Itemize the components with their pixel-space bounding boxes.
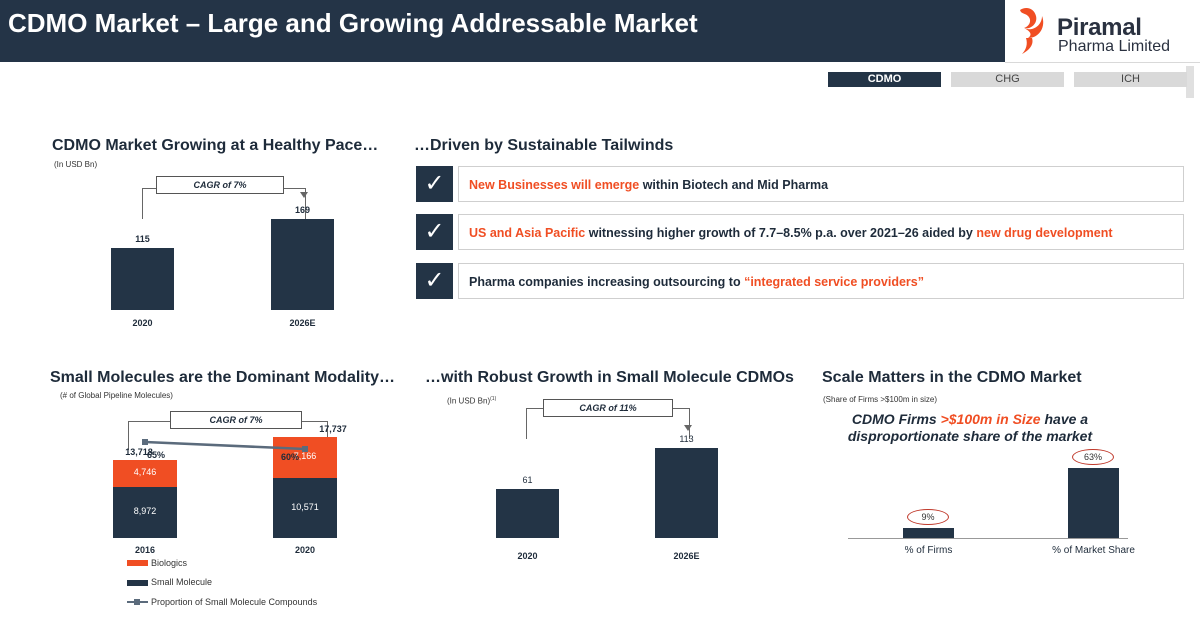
market-category-label: 2026E — [289, 318, 316, 328]
scale-headline-2: disproportionate share of the market — [847, 428, 1093, 444]
modality-total-label: 17,737 — [319, 424, 347, 434]
small-cdmo-value-label: 61 — [522, 475, 533, 486]
check-icon: ✓ — [416, 214, 453, 250]
scale-headline-1: CDMO Firms >$100m in Size have a — [830, 411, 1110, 427]
modality-proportion-label: 60% — [280, 452, 299, 462]
modality-segment-label: 8,972 — [133, 506, 157, 517]
small-cdmo-unit-sup: (1) — [490, 396, 497, 402]
modality-segment-label: 7,166 — [293, 451, 317, 462]
market-bar-2020 — [111, 248, 174, 310]
scale-value-ellipse: 9% — [907, 509, 949, 525]
small-cdmo-unit: (In USD Bn)(1) — [447, 396, 496, 406]
tailwind-row-3-highlight: “integrated service providers” — [744, 275, 924, 289]
scale-category-label: % of Market Share — [1052, 545, 1135, 556]
scale-head-highlight: >$100m in Size — [940, 411, 1041, 427]
logo-subtitle: Pharma Limited — [1058, 38, 1171, 55]
tailwind-row-2-text: witnessing higher growth of 7.7–8.5% p.a… — [585, 226, 977, 240]
tailwinds-title: …Driven by Sustainable Tailwinds — [414, 137, 674, 154]
legend-proportion-marker-icon — [134, 599, 140, 605]
market-value-label: 115 — [135, 234, 150, 245]
scale-category-label: % of Firms — [904, 545, 953, 556]
tailwind-row-1-text: within Biotech and Mid Pharma — [639, 178, 829, 192]
small-cdmo-bar-2020 — [496, 489, 559, 538]
small-cdmo-cagr-arrow-icon — [684, 425, 692, 431]
market-cagr-arrow-icon — [300, 192, 308, 198]
legend-small-molecule-swatch — [127, 580, 148, 586]
modality-bar-biologics-2016 — [113, 459, 177, 487]
modality-unit: (# of Global Pipeline Molecules) — [60, 391, 173, 400]
modality-segment-label: 10,571 — [291, 501, 319, 512]
tailwind-row-3-text: Pharma companies increasing outsourcing … — [469, 275, 745, 289]
modality-category-label: 2020 — [294, 545, 316, 555]
tailwind-row-2: US and Asia Pacific witnessing higher gr… — [458, 214, 1184, 250]
market-cagr-label: CAGR of 7% — [156, 176, 284, 194]
small-cdmo-unit-text: (In USD Bn) — [447, 396, 491, 406]
scale-axis-line — [848, 538, 1128, 539]
scale-bar-0 — [903, 528, 954, 538]
page-title: CDMO Market – Large and Growing Addressa… — [8, 8, 698, 38]
piramal-logo-icon — [1020, 8, 1044, 54]
tab-cdmo[interactable]: CDMO — [828, 72, 941, 87]
tailwind-row-3: Pharma companies increasing outsourcing … — [458, 263, 1184, 299]
small-cdmo-bar-2026e — [655, 448, 718, 538]
small-cdmo-category-label: 2020 — [517, 551, 538, 561]
tab-ich[interactable]: ICH — [1074, 72, 1187, 87]
check-icon: ✓ — [416, 166, 453, 202]
modality-bar-small-molecule-2016 — [113, 486, 177, 538]
modality-title: Small Molecules are the Dominant Modalit… — [50, 369, 395, 386]
scale-value-ellipse: 63% — [1072, 449, 1114, 465]
small-cdmo-value-label: 113 — [679, 434, 694, 444]
modality-total-label: 13,718 — [125, 446, 153, 457]
check-icon: ✓ — [416, 263, 453, 299]
header-bar — [0, 0, 1005, 62]
small-cdmo-category-label: 2026E — [673, 551, 700, 561]
market-value-label: 169 — [294, 205, 311, 215]
tailwind-row-1-highlight: New Businesses will emerge — [469, 178, 640, 192]
tailwind-row-2-highlight-end: new drug development — [976, 226, 1113, 240]
legend-biologics-label: Biologics — [151, 558, 188, 568]
scale-head-pre: CDMO Firms — [851, 411, 941, 427]
small-cdmo-title: …with Robust Growth in Small Molecule CD… — [425, 369, 794, 386]
market-category-label: 2020 — [132, 318, 153, 328]
modality-segment-label: 4,746 — [133, 467, 157, 478]
scale-bar-1 — [1068, 468, 1119, 538]
legend-biologics-swatch — [127, 560, 148, 566]
scale-head-post: have a — [1040, 411, 1089, 427]
market-title: CDMO Market Growing at a Healthy Pace… — [52, 137, 379, 154]
scale-title: Scale Matters in the CDMO Market — [822, 369, 1082, 386]
modality-cagr-label: CAGR of 7% — [170, 411, 302, 429]
market-bar-2026e — [271, 219, 334, 310]
logo-name: Piramal — [1057, 14, 1142, 41]
modality-proportion-label: 65% — [146, 450, 165, 460]
scrollbar[interactable] — [1186, 66, 1194, 98]
modality-bar-small-molecule-2020 — [273, 477, 337, 538]
modality-category-label: 2016 — [134, 545, 156, 555]
scale-unit: (Share of Firms >$100m in size) — [823, 395, 938, 404]
market-unit: (In USD Bn) — [54, 160, 98, 169]
legend-small-molecule-label: Small Molecule — [151, 577, 213, 587]
small-cdmo-cagr-label: CAGR of 11% — [543, 399, 673, 417]
tailwind-row-2-highlight: US and Asia Pacific — [469, 226, 586, 240]
tailwind-row-1: New Businesses will emerge within Biotec… — [458, 166, 1184, 202]
legend-proportion-label: Proportion of Small Molecule Compounds — [151, 597, 318, 607]
tab-chg[interactable]: CHG — [951, 72, 1064, 87]
